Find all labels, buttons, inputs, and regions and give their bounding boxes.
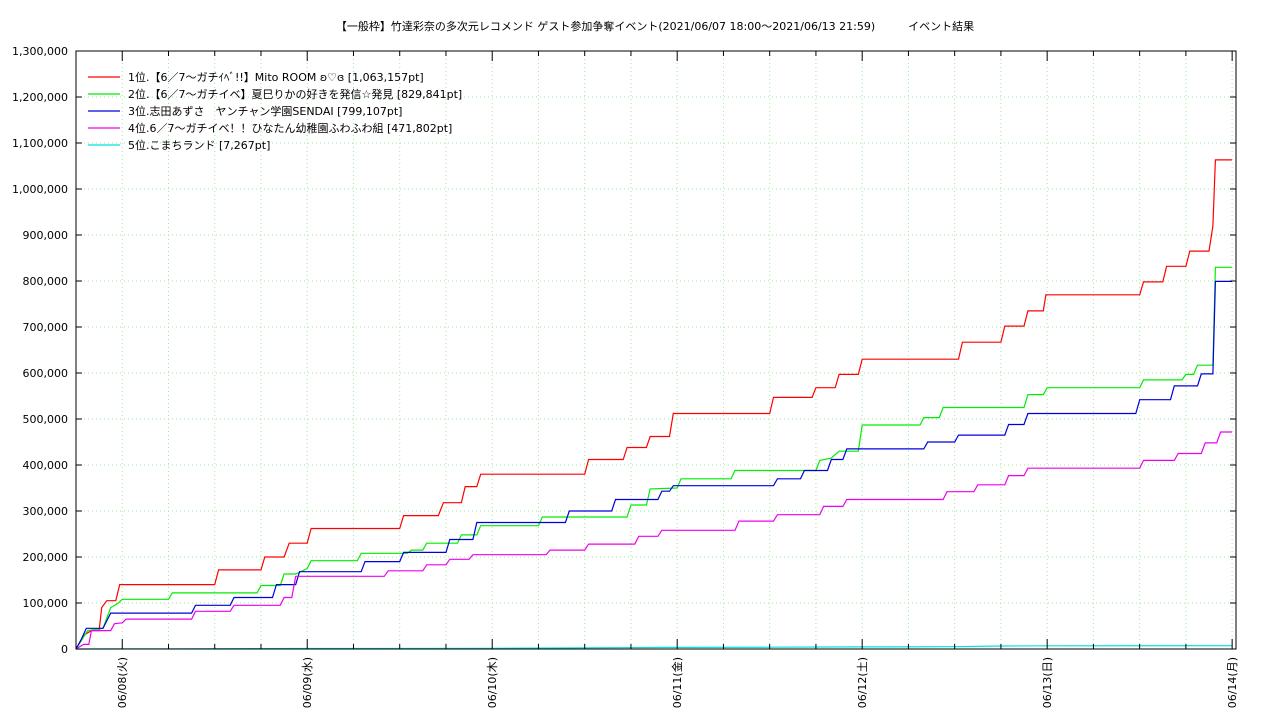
x-tick-label: 06/08(火): [116, 657, 129, 708]
x-tick-label: 06/12(土): [856, 657, 869, 708]
x-tick-label: 06/11(金): [670, 657, 684, 708]
x-tick-label: 06/09(水): [301, 657, 314, 708]
y-tick-label: 400,000: [23, 459, 69, 472]
y-tick-label: 100,000: [23, 597, 69, 610]
y-tick-label: 300,000: [23, 505, 69, 518]
y-tick-label: 0: [61, 643, 68, 656]
y-tick-label: 1,100,000: [12, 137, 68, 150]
y-tick-label: 900,000: [23, 229, 69, 242]
plot-frame: [75, 50, 1237, 650]
y-tick-label: 200,000: [23, 551, 69, 564]
y-tick-label: 500,000: [23, 413, 69, 426]
series-line: [75, 431, 1233, 650]
y-tick-label: 1,000,000: [12, 183, 68, 196]
legend-label: 1位.【6／7〜ガチｲﾍﾞ!!】Mito ROOM ʚ♡ɞ [1,063,157…: [128, 70, 424, 84]
y-tick-label: 700,000: [23, 321, 69, 334]
grid-lines: [76, 51, 1236, 649]
legend-label: 2位.【6／7〜ガチイベ】夏巳りかの好きを発信☆発見 [829,841pt]: [128, 87, 462, 101]
legend-label: 4位.6／7〜ガチイベ！！ひなたん幼稚園ふわふわ組 [471,802pt]: [128, 121, 452, 135]
y-tick-label: 1,200,000: [12, 91, 68, 104]
series-line: [75, 266, 1233, 650]
series-line: [75, 280, 1233, 650]
legend-label: 3位.志田あずさ ヤンチャン学園SENDAI [799,107pt]: [128, 104, 402, 118]
series-lines: [75, 159, 1233, 650]
series-line: [75, 159, 1233, 650]
x-tick-label: 06/10(木): [486, 657, 499, 708]
chart-title: 【一般枠】竹達彩奈の多次元レコメンド ゲスト参加争奪イベント(2021/06/0…: [336, 19, 974, 33]
legend-label: 5位.こまちランド [7,267pt]: [128, 138, 270, 152]
legend: 1位.【6／7〜ガチｲﾍﾞ!!】Mito ROOM ʚ♡ɞ [1,063,157…: [88, 70, 462, 152]
y-tick-label: 600,000: [23, 367, 69, 380]
x-tick-label: 06/13(日): [1041, 657, 1054, 708]
y-tick-label: 800,000: [23, 275, 69, 288]
y-tick-label: 1,300,000: [12, 45, 68, 58]
axes: 0 100,000 200,000 300,000 400,000 500,000 600,…: [12, 45, 1239, 708]
x-tick-label: 06/14(月): [1226, 657, 1239, 708]
